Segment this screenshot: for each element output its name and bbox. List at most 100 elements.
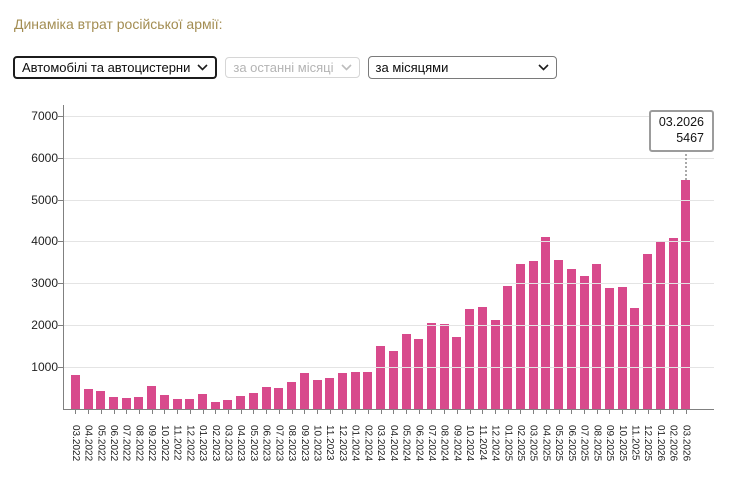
bar[interactable]: [477, 307, 487, 409]
x-axis-label: 01.2024: [349, 424, 361, 462]
bar[interactable]: [210, 402, 220, 409]
bar[interactable]: [248, 392, 258, 409]
grid-line: [64, 199, 714, 201]
x-axis-label: 03.2024: [375, 424, 387, 462]
bar[interactable]: [236, 396, 246, 409]
bar[interactable]: [503, 286, 513, 409]
bar[interactable]: [185, 398, 195, 409]
category-select[interactable]: Автомобілі та автоцистерни: [13, 56, 218, 79]
x-axis-label: 02.2026: [667, 424, 679, 462]
bar[interactable]: [554, 260, 564, 409]
bar[interactable]: [605, 288, 615, 409]
x-axis-label: 05.2023: [247, 424, 259, 462]
bar[interactable]: [452, 337, 462, 409]
bar[interactable]: [490, 320, 500, 409]
grouping-select[interactable]: за місяцями: [367, 56, 557, 79]
bar[interactable]: [681, 179, 691, 409]
bar[interactable]: [668, 238, 678, 409]
bar[interactable]: [121, 398, 131, 409]
page-title: Динаміка втрат російської армії:: [14, 16, 223, 32]
bar[interactable]: [541, 236, 551, 409]
x-axis-tick: [545, 409, 547, 414]
x-axis-tick: [215, 409, 217, 414]
bar[interactable]: [426, 323, 436, 409]
x-axis-tick: [634, 409, 636, 414]
x-axis-label: 11.2024: [476, 425, 488, 461]
bar-slot: [222, 105, 235, 409]
x-axis-tick: [100, 409, 102, 414]
x-axis-tick: [88, 409, 90, 414]
bar[interactable]: [363, 372, 373, 409]
x-axis-label: 09.2023: [298, 424, 310, 462]
bar[interactable]: [109, 397, 119, 409]
period-select-value: за останні місяці: [233, 59, 334, 75]
bar[interactable]: [159, 395, 169, 409]
bar[interactable]: [223, 400, 233, 409]
bar[interactable]: [439, 323, 449, 409]
category-select-value: Автомобілі та автоцистерни: [22, 59, 191, 75]
y-axis-tick: [58, 115, 64, 117]
bar-slot: [590, 105, 603, 409]
y-axis-label: 7000: [31, 108, 58, 123]
bar[interactable]: [325, 378, 335, 409]
bar[interactable]: [388, 351, 398, 409]
x-axis-tick: [596, 409, 598, 414]
x-axis-label: 01.2025: [502, 424, 514, 462]
bar-slot: [680, 105, 693, 409]
bar-slot: [298, 105, 311, 409]
bar[interactable]: [528, 261, 538, 409]
bar[interactable]: [465, 309, 475, 409]
bar-slot: [412, 105, 425, 409]
y-axis-label: 2000: [31, 318, 58, 333]
bar[interactable]: [198, 394, 208, 409]
bar[interactable]: [643, 253, 653, 409]
x-axis-tick: [520, 409, 522, 414]
bar[interactable]: [516, 263, 526, 409]
tooltip-value: 5467: [676, 131, 704, 146]
bar[interactable]: [83, 389, 93, 409]
x-axis-tick: [113, 409, 115, 414]
bar[interactable]: [401, 334, 411, 409]
bar[interactable]: [261, 386, 271, 409]
x-axis-label: 08.2025: [591, 424, 603, 462]
bar-slot: [616, 105, 629, 409]
x-axis-tick: [240, 409, 242, 414]
bar[interactable]: [172, 399, 182, 409]
bar[interactable]: [414, 339, 424, 409]
x-axis-label: 07.2025: [578, 424, 590, 462]
bar-slot: [501, 105, 514, 409]
bar[interactable]: [299, 372, 309, 409]
bar[interactable]: [287, 381, 297, 409]
x-axis-tick: [355, 409, 357, 414]
x-axis-label: 01.2026: [654, 424, 666, 462]
x-axis-label: 04.2024: [387, 424, 399, 462]
y-axis-label: 6000: [31, 150, 58, 165]
bar[interactable]: [147, 385, 157, 409]
chart-tooltip: 03.2026 5467: [648, 110, 714, 152]
bar[interactable]: [274, 388, 284, 409]
x-axis-label: 10.2025: [616, 424, 628, 462]
x-axis-label: 09.2025: [604, 424, 616, 462]
bar[interactable]: [312, 379, 322, 409]
bar[interactable]: [96, 390, 106, 409]
bar[interactable]: [617, 286, 627, 409]
bar[interactable]: [134, 396, 144, 409]
bar[interactable]: [630, 308, 640, 409]
bar-slot: [629, 105, 642, 409]
bar[interactable]: [376, 346, 386, 409]
x-axis-label: 10.2022: [158, 424, 170, 462]
x-axis-label: 11.2023: [324, 425, 336, 461]
grid-line: [64, 325, 714, 327]
bar[interactable]: [337, 372, 347, 409]
bar-slot: [145, 105, 158, 409]
bar[interactable]: [70, 375, 80, 409]
x-axis-tick: [380, 409, 382, 414]
bar[interactable]: [592, 263, 602, 409]
bar[interactable]: [566, 269, 576, 409]
x-axis-label: 10.2023: [311, 424, 323, 462]
bar[interactable]: [579, 276, 589, 409]
tooltip-category: 03.2026: [658, 115, 704, 129]
bar[interactable]: [350, 371, 360, 409]
chevron-down-icon: [537, 63, 549, 71]
x-axis-tick: [444, 409, 446, 414]
